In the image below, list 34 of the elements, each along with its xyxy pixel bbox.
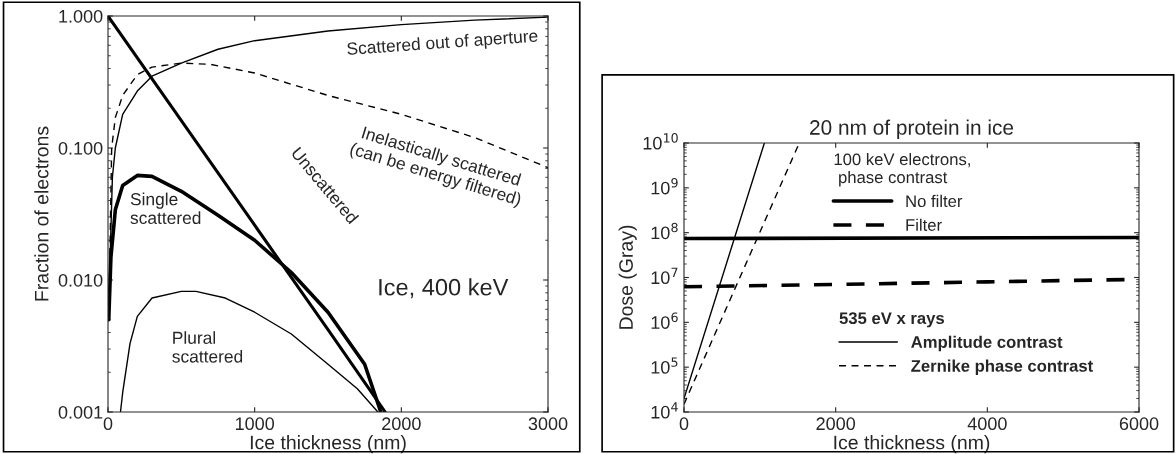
y-tick-label: 0.100	[58, 141, 103, 155]
x-tick-label: 2000	[382, 417, 421, 431]
y-tick-label: 10$^{5}$	[651, 357, 678, 374]
x-tick-label: 3000	[528, 417, 568, 431]
x-tick-label: 4000	[967, 417, 1007, 431]
y-axis-title: Dose (Gray)	[618, 225, 637, 329]
annotation: Ice, 400 keV	[379, 278, 509, 299]
x-tick-label: 0	[103, 417, 113, 431]
y-tick-label: 10$^{9}$	[651, 177, 678, 195]
series-label: Single scattered	[130, 192, 201, 225]
y-tick-label: 10$^{8}$	[651, 222, 678, 240]
x-tick-label: 2000	[816, 417, 856, 431]
annotation: 100 keV electrons, phase contrast	[834, 153, 970, 187]
y-tick-label: 1.000	[59, 9, 103, 23]
legend-label: No filter	[906, 194, 963, 208]
x-tick-label: 1000	[235, 417, 275, 431]
y-axis-title: Fraction of electrons	[34, 126, 49, 301]
x-axis-title: Ice thickness (nm)	[834, 435, 990, 454]
y-tick-label: 10$^{7}$	[651, 267, 678, 285]
series-label: Plural scattered	[172, 331, 243, 363]
x-axis-title: Ice thickness (nm)	[250, 435, 406, 454]
annotation: 535 eV x rays	[839, 312, 944, 328]
legend-label: Filter	[906, 218, 942, 231]
y-tick-label: 0.001	[58, 405, 103, 419]
x-tick-label: 0	[679, 417, 689, 431]
y-tick-label: 10$^{4}$	[651, 402, 678, 419]
legend-label: Amplitude contrast	[911, 335, 1063, 352]
y-tick-label: 0.010	[58, 273, 103, 287]
chart-title: 20 nm of protein in ice	[810, 119, 1014, 139]
y-tick-label: 10$^{6}$	[651, 312, 678, 329]
y-tick-label: 10$^{10}$	[643, 133, 678, 150]
series-label: Scattered out of aperture	[346, 29, 538, 59]
legend-label: Zernike phase contrast	[911, 359, 1093, 376]
x-tick-label: 6000	[1119, 417, 1159, 431]
